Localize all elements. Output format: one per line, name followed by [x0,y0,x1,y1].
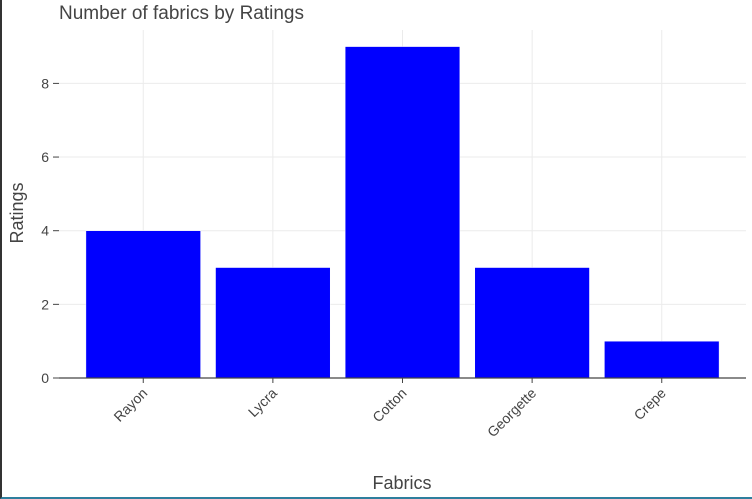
bar-lycra [215,267,331,379]
x-tick-label: Lycra [245,385,280,420]
bar-cotton [344,46,461,379]
y-tick-label: 8 [41,75,49,91]
y-tick-label: 2 [41,296,49,312]
x-tick-label: Cotton [369,385,409,425]
x-axis-title: Fabrics [372,473,431,493]
x-tick-label: Crepe [631,385,669,423]
y-tick-label: 4 [41,223,49,239]
axes [53,82,746,383]
bar-crepe [604,340,720,379]
y-tick-label: 6 [41,149,49,165]
y-tick-label: 0 [41,370,49,386]
chart-title: Number of fabrics by Ratings [59,3,304,24]
x-tick-label: Rayon [110,385,150,425]
bar-rayon [85,230,201,379]
y-axis-title: Ratings [7,182,27,243]
bars [85,46,720,379]
bar-georgette [474,267,590,379]
x-tick-label: Georgette [484,385,539,440]
